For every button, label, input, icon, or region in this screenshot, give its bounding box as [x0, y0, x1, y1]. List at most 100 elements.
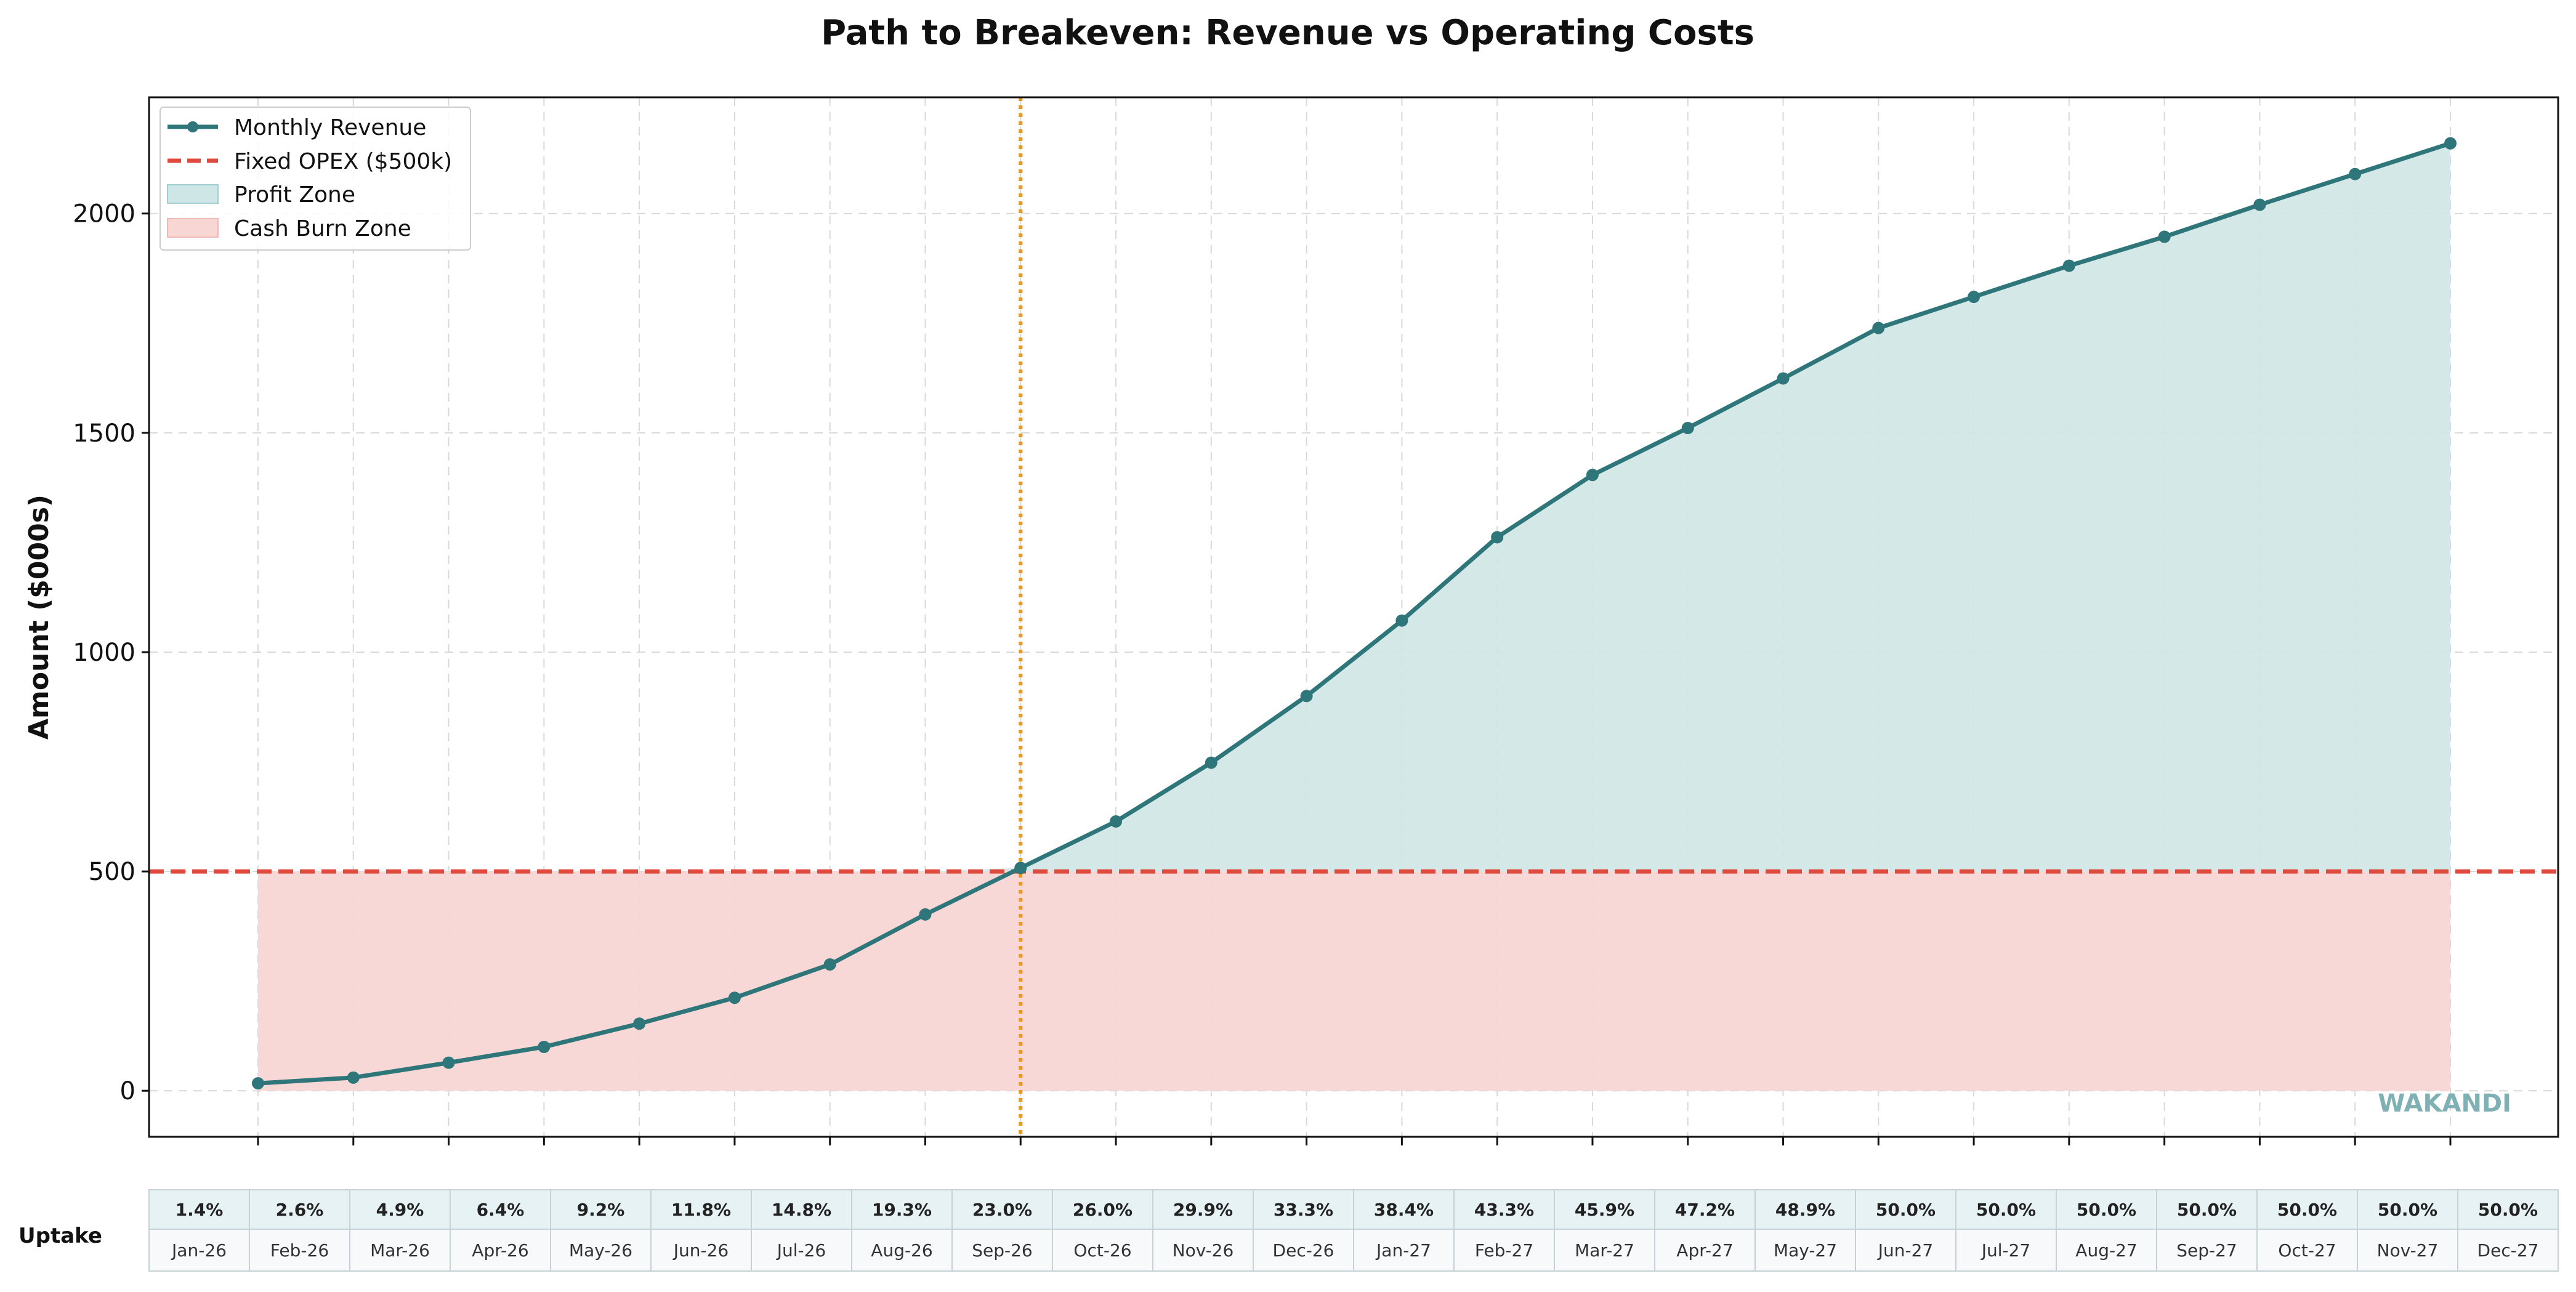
uptake-value: 50.0%: [1876, 1200, 1936, 1220]
month-label: Sep-26: [972, 1240, 1033, 1261]
month-label: Nov-26: [1173, 1240, 1234, 1261]
chart-title: Path to Breakeven: Revenue vs Operating …: [821, 13, 1754, 53]
uptake-cell: [2056, 1189, 2157, 1230]
month-cell: [550, 1229, 652, 1272]
revenue-point-Dec-26: [1300, 690, 1313, 703]
y-tick-label: 1500: [73, 419, 135, 448]
uptake-row-label: Uptake: [18, 1224, 102, 1248]
month-label: Mar-26: [370, 1240, 430, 1261]
month-label: Jun-27: [1877, 1240, 1933, 1261]
uptake-cell: [249, 1189, 350, 1230]
month-label: Jul-27: [1980, 1240, 2031, 1261]
month-cell: [1453, 1229, 1555, 1272]
uptake-value: 47.2%: [1675, 1200, 1735, 1220]
y-tick-label: 500: [89, 858, 135, 886]
series-layer: [252, 137, 2457, 1090]
area-layer: [258, 143, 2450, 1091]
month-label: Oct-26: [1073, 1240, 1131, 1261]
legend-profit-swatch: [167, 184, 219, 204]
month-cell: [851, 1229, 953, 1272]
watermark: WAKANDI: [2378, 1089, 2511, 1118]
uptake-value: 50.0%: [2177, 1200, 2237, 1220]
plot-frame: [148, 96, 2559, 1138]
uptake-value: 26.0%: [1073, 1200, 1133, 1220]
y-axis-label: Amount ($000s): [23, 495, 55, 740]
revenue-point-Jul-26: [823, 958, 836, 971]
month-cell: [1654, 1229, 1756, 1272]
month-cell: [650, 1229, 752, 1272]
month-cell: [1353, 1229, 1455, 1272]
month-label: Jan-27: [1375, 1240, 1431, 1261]
month-label: Jul-26: [776, 1240, 826, 1261]
revenue-point-May-27: [1777, 372, 1790, 385]
revenue-point-Aug-26: [919, 908, 932, 921]
month-cell: [249, 1229, 350, 1272]
uptake-value: 50.0%: [2277, 1200, 2337, 1220]
revenue-point-Sep-26: [1014, 862, 1027, 874]
revenue-point-Aug-27: [2062, 259, 2075, 272]
month-label: May-26: [569, 1240, 632, 1261]
uptake-value: 33.3%: [1274, 1200, 1333, 1220]
uptake-value: 29.9%: [1173, 1200, 1233, 1220]
month-label: Apr-27: [1676, 1240, 1733, 1261]
uptake-cell: [1855, 1189, 1956, 1230]
uptake-value: 2.6%: [276, 1200, 324, 1220]
month-label: Oct-27: [2278, 1240, 2336, 1261]
month-label: Jan-26: [171, 1240, 227, 1261]
uptake-value: 50.0%: [1976, 1200, 2036, 1220]
uptake-value: 19.3%: [872, 1200, 932, 1220]
revenue-point-Mar-27: [1586, 469, 1599, 482]
legend-revenue-label: Monthly Revenue: [234, 115, 426, 140]
uptake-value: 43.3%: [1474, 1200, 1534, 1220]
revenue-point-Nov-27: [2349, 168, 2362, 180]
legend-profit-label: Profit Zone: [234, 182, 355, 208]
uptake-value: 1.4%: [176, 1200, 224, 1220]
uptake-cell: [2156, 1189, 2258, 1230]
month-label: Feb-27: [1475, 1240, 1533, 1261]
month-label: Apr-26: [472, 1240, 528, 1261]
reference-layer: [149, 97, 2558, 1137]
legend-burn-swatch: [167, 218, 219, 238]
month-cell: [148, 1229, 250, 1272]
uptake-cell: [751, 1189, 852, 1230]
month-label: Aug-27: [2075, 1240, 2137, 1261]
month-label: Nov-27: [2377, 1240, 2439, 1261]
uptake-cell: [1754, 1189, 1856, 1230]
revenue-point-May-26: [633, 1017, 646, 1030]
revenue-point-Nov-26: [1205, 756, 1217, 769]
uptake-cell: [450, 1189, 551, 1230]
uptake-value: 14.8%: [772, 1200, 831, 1220]
profit-zone-area: [258, 143, 2450, 872]
revenue-point-Oct-26: [1110, 815, 1123, 828]
revenue-point-Jan-26: [252, 1077, 264, 1090]
month-cell: [1253, 1229, 1354, 1272]
revenue-point-Jul-27: [1968, 291, 1980, 304]
uptake-cell: [2256, 1189, 2358, 1230]
uptake-cell: [1654, 1189, 1756, 1230]
month-cell: [2457, 1229, 2559, 1272]
month-cell: [349, 1229, 451, 1272]
uptake-value: 48.9%: [1775, 1200, 1835, 1220]
uptake-cell: [851, 1189, 953, 1230]
revenue-point-Dec-27: [2444, 137, 2457, 150]
month-cell: [1052, 1229, 1153, 1272]
y-tick-label: 2000: [73, 200, 135, 228]
month-cell: [1152, 1229, 1254, 1272]
month-label: Dec-27: [2477, 1240, 2539, 1261]
uptake-table: 1.4% Jan-26 2.6% Feb-26 4.9% Mar-26 6.4% Apr-26…: [148, 1189, 2559, 1272]
uptake-value: 11.8%: [671, 1200, 731, 1220]
revenue-line: [257, 141, 2452, 1086]
uptake-value: 9.2%: [577, 1200, 625, 1220]
revenue-point-Oct-27: [2253, 198, 2266, 211]
uptake-cell: [1152, 1189, 1254, 1230]
revenue-point-Apr-26: [538, 1040, 551, 1053]
month-label: Aug-26: [871, 1240, 932, 1261]
revenue-point-Feb-27: [1491, 531, 1504, 544]
revenue-point-Feb-26: [347, 1071, 360, 1084]
legend-burn-label: Cash Burn Zone: [234, 216, 411, 241]
uptake-value: 50.0%: [2378, 1200, 2437, 1220]
uptake-value: 50.0%: [2077, 1200, 2136, 1220]
y-tick-label: 1000: [73, 639, 135, 667]
legend-revenue-marker: [187, 121, 198, 132]
legend-opex-label: Fixed OPEX ($500k): [234, 149, 452, 174]
